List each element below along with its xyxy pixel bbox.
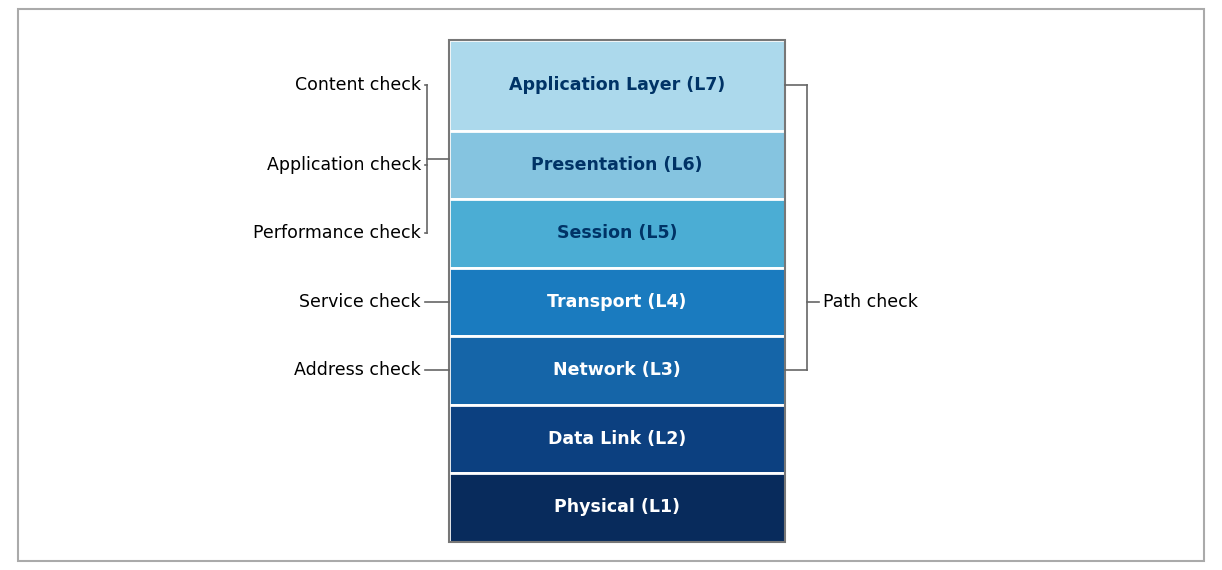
Bar — [450, 131, 786, 199]
Text: Presentation (L6): Presentation (L6) — [532, 156, 703, 174]
Text: Content check: Content check — [295, 76, 420, 94]
Text: Address check: Address check — [295, 361, 420, 379]
FancyBboxPatch shape — [18, 9, 1204, 561]
Text: Performance check: Performance check — [253, 225, 420, 242]
Text: Transport (L4): Transport (L4) — [547, 293, 687, 311]
Bar — [450, 267, 786, 336]
Bar — [450, 473, 786, 542]
Text: Service check: Service check — [299, 293, 420, 311]
Text: Network (L3): Network (L3) — [554, 361, 681, 379]
Bar — [450, 40, 786, 542]
Text: Data Link (L2): Data Link (L2) — [547, 430, 687, 448]
Bar — [450, 336, 786, 405]
Text: Session (L5): Session (L5) — [557, 225, 677, 242]
Bar — [450, 199, 786, 267]
Text: Application Layer (L7): Application Layer (L7) — [510, 76, 725, 94]
Bar — [450, 405, 786, 473]
Text: Path check: Path check — [824, 293, 918, 311]
Text: Physical (L1): Physical (L1) — [554, 498, 681, 516]
Text: Application check: Application check — [266, 156, 420, 174]
Bar — [450, 40, 786, 131]
